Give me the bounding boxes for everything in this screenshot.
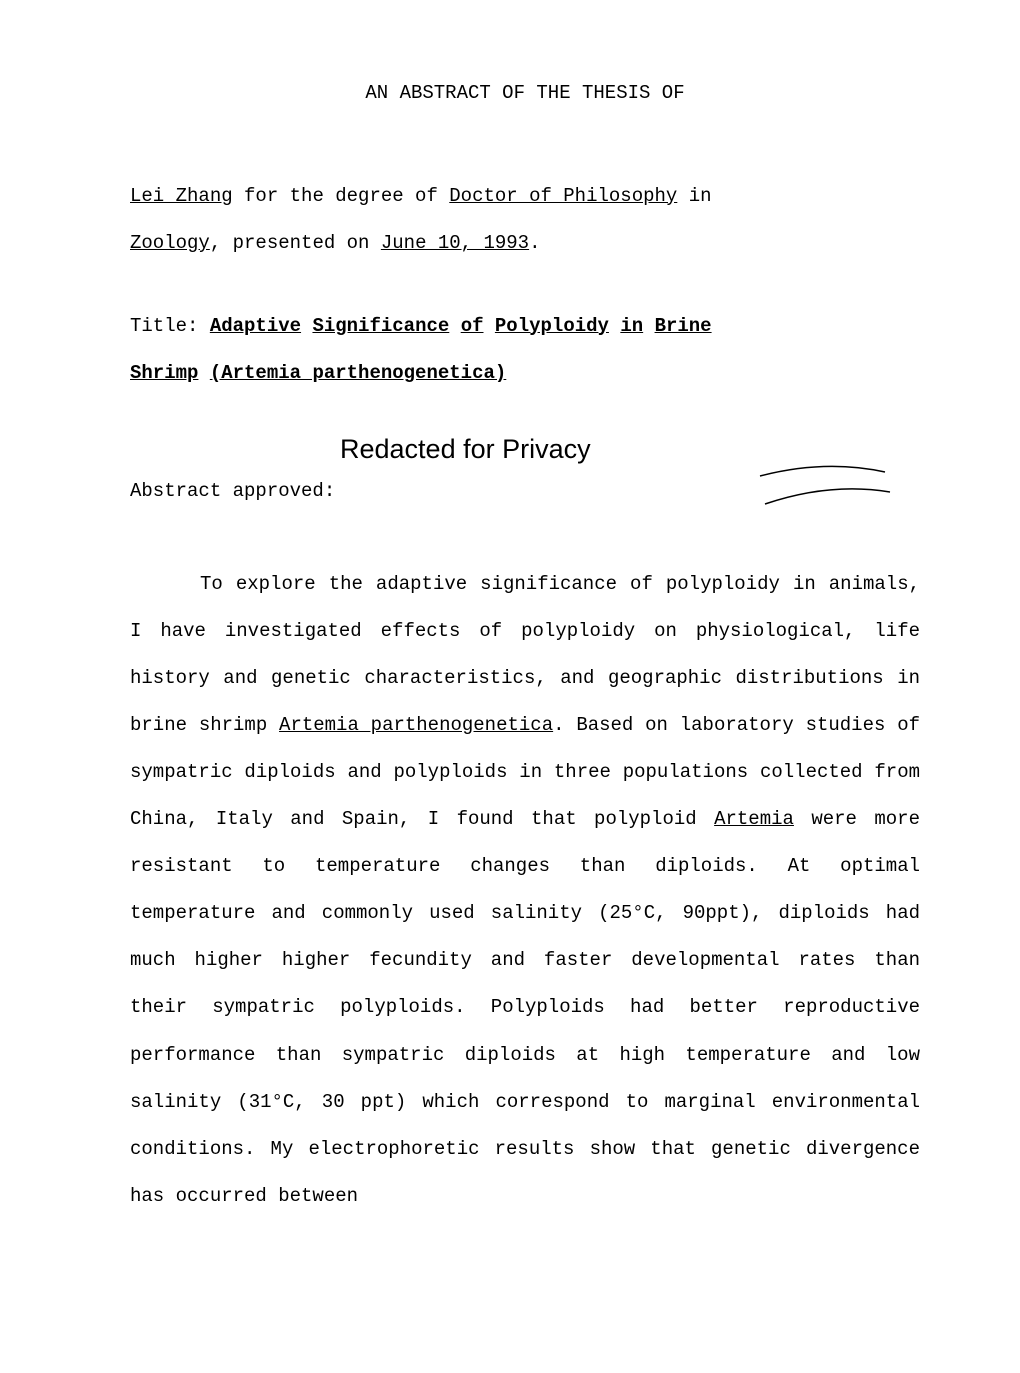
author-mid1: for the degree of bbox=[233, 185, 450, 207]
title-line-2: Shrimp (Artemia parthenogenetica) bbox=[130, 350, 920, 398]
title-word-in: in bbox=[620, 315, 643, 337]
title-word-brine: Brine bbox=[655, 315, 712, 337]
dept-mid1: , presented on bbox=[210, 232, 381, 254]
genus-name: Artemia bbox=[714, 808, 794, 830]
title-word-species: (Artemia parthenogenetica) bbox=[210, 362, 506, 384]
title-word-polyploidy: Polyploidy bbox=[495, 315, 609, 337]
signature-mark bbox=[755, 464, 895, 509]
species-name-1: Artemia parthenogenetica bbox=[279, 714, 553, 736]
dept-end: . bbox=[529, 232, 540, 254]
department: Zoology bbox=[130, 232, 210, 254]
degree-name: Doctor of Philosophy bbox=[449, 185, 677, 207]
author-name: Lei Zhang bbox=[130, 185, 233, 207]
title-word-shrimp: Shrimp bbox=[130, 362, 198, 384]
author-degree-line: Lei Zhang for the degree of Doctor of Ph… bbox=[130, 173, 920, 221]
title-line-1: Title: Adaptive Significance of Polyploi… bbox=[130, 303, 920, 351]
dept-date-line: Zoology, presented on June 10, 1993. bbox=[130, 220, 920, 268]
abstract-heading: AN ABSTRACT OF THE THESIS OF bbox=[130, 70, 920, 118]
author-mid2: in bbox=[677, 185, 711, 207]
title-word-significance: Significance bbox=[312, 315, 449, 337]
body-part1: To explore the adaptive significance of … bbox=[130, 573, 920, 736]
presented-date: June 10, 1993 bbox=[381, 232, 529, 254]
body-part3: were more resistant to temperature chang… bbox=[130, 808, 920, 1207]
title-word-of: of bbox=[461, 315, 484, 337]
abstract-body: To explore the adaptive significance of … bbox=[130, 561, 920, 1221]
title-word-adaptive: Adaptive bbox=[210, 315, 301, 337]
title-label: Title: bbox=[130, 315, 210, 337]
approved-label: Abstract approved: bbox=[130, 468, 335, 516]
